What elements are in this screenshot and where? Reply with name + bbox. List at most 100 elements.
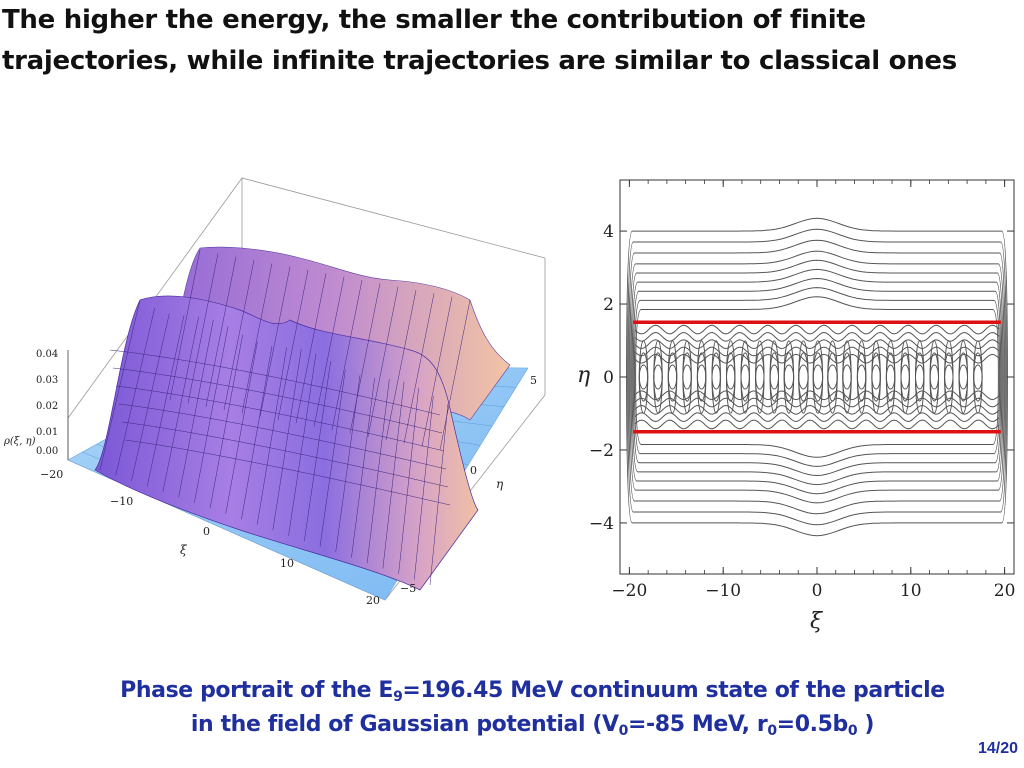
contour-cell bbox=[667, 364, 678, 390]
ridge-mesh-line bbox=[241, 263, 273, 414]
ridge-mesh-line bbox=[367, 286, 399, 437]
surface-plot: 0.04 0.03 0.02 0.01 0.00 ρ(ξ, η) −20 −10… bbox=[3, 177, 546, 607]
contour-line bbox=[628, 239, 1006, 515]
x-axis-label: ξ bbox=[810, 609, 824, 634]
surface-x-axis: −20 −10 0 10 20 ξ bbox=[40, 468, 380, 607]
x-tick-label: −10 bbox=[705, 581, 741, 601]
title-line-2: trajectories, while infinite trajectorie… bbox=[2, 46, 957, 76]
contour-line bbox=[633, 287, 1001, 467]
surface-y-axis: 5 0 −5 η bbox=[400, 374, 537, 595]
z-tick-label: 0.03 bbox=[36, 375, 58, 386]
reference-lines bbox=[633, 320, 1001, 434]
contour-line bbox=[634, 331, 1000, 342]
contour-line bbox=[627, 228, 1007, 526]
contour-line bbox=[634, 397, 1000, 408]
contour-cell bbox=[682, 364, 692, 390]
y-tick-label: 4 bbox=[603, 222, 614, 242]
x-axis-label: ξ bbox=[180, 543, 188, 557]
ridge-mesh-line bbox=[272, 348, 302, 531]
ridge-mesh-line bbox=[319, 369, 346, 547]
contour-cell bbox=[827, 364, 838, 390]
contour-cell bbox=[726, 364, 736, 390]
ridge-mesh-line bbox=[99, 299, 141, 471]
ridge-mesh-line bbox=[121, 421, 449, 488]
contour-cell bbox=[653, 364, 663, 390]
ridge-mesh-line bbox=[241, 345, 273, 520]
contour-cell bbox=[900, 364, 910, 390]
contour-line bbox=[634, 412, 1000, 423]
contour-line bbox=[634, 390, 1000, 401]
contour-line bbox=[634, 339, 1000, 350]
contour-line bbox=[631, 268, 1003, 486]
ridge-mesh-line bbox=[169, 249, 201, 401]
contour-cell bbox=[915, 364, 925, 390]
y-tick-label: 0 bbox=[470, 464, 477, 477]
ridge-mesh-line bbox=[209, 334, 243, 509]
x-tick-label: 0 bbox=[203, 525, 210, 538]
y-tick-label: −4 bbox=[589, 514, 614, 534]
ridge-mesh-line bbox=[109, 349, 441, 416]
contour-line bbox=[634, 324, 1000, 335]
y-tick-label: 0 bbox=[603, 368, 614, 388]
ridge-mesh-line bbox=[277, 269, 309, 421]
ridge-mesh-line bbox=[382, 381, 405, 569]
ridge-mesh-line bbox=[194, 326, 229, 503]
y-axis-label: η bbox=[496, 477, 504, 491]
contour-cell bbox=[958, 364, 968, 390]
contour-cell bbox=[885, 364, 896, 390]
ridge-mesh-line bbox=[115, 385, 445, 452]
ridge-mesh-line bbox=[414, 395, 434, 580]
x-tick-label: 20 bbox=[994, 581, 1016, 601]
ridge-mesh-line bbox=[439, 299, 471, 451]
y-tick-label: −5 bbox=[400, 582, 416, 595]
ridge-mesh-line bbox=[331, 279, 363, 431]
ridge-mesh-line bbox=[115, 307, 155, 476]
ridge-mesh-line bbox=[295, 273, 327, 424]
ridge-mesh bbox=[99, 249, 471, 586]
page-number: 14/20 bbox=[977, 740, 1018, 757]
z-tick-label: 0.02 bbox=[36, 401, 58, 412]
ridge-mesh-line bbox=[225, 341, 258, 514]
surface-z-axis: 0.04 0.03 0.02 0.01 0.00 ρ(ξ, η) bbox=[3, 349, 69, 460]
x-axis: −20 −10 0 10 20 bbox=[611, 180, 1015, 601]
y-tick-label: −2 bbox=[589, 441, 614, 461]
ridge-mesh-line bbox=[223, 259, 255, 411]
contour-line bbox=[629, 250, 1005, 504]
x-tick-label: −20 bbox=[611, 581, 647, 601]
contour-cell bbox=[755, 364, 765, 390]
y-axis: −4 −2 0 2 4 bbox=[589, 222, 1014, 534]
contour-line bbox=[630, 259, 1004, 495]
contour-cell bbox=[711, 364, 721, 390]
contour-line bbox=[626, 217, 1008, 537]
contour-line bbox=[634, 419, 1000, 430]
contour-lines bbox=[626, 217, 1008, 537]
contour-cell bbox=[638, 364, 649, 390]
ridge-mesh-line bbox=[131, 313, 170, 482]
contour-cell bbox=[812, 364, 824, 390]
z-tick-label: 0.01 bbox=[36, 427, 58, 438]
ridge-mesh-line bbox=[403, 293, 435, 444]
contour-cell bbox=[929, 364, 939, 390]
ridge-mesh-line bbox=[112, 367, 443, 434]
ridge-mesh-line bbox=[259, 266, 291, 417]
ridge-mesh-line bbox=[205, 256, 237, 407]
contour-cell bbox=[740, 364, 750, 390]
contour-cell bbox=[944, 364, 954, 390]
contour-line bbox=[634, 346, 1000, 357]
ridge-mesh-line bbox=[124, 439, 451, 506]
y-tick-label: 2 bbox=[603, 295, 614, 315]
ridge-mesh-line bbox=[146, 315, 185, 487]
contour-line bbox=[635, 296, 999, 458]
contour-cell bbox=[856, 364, 867, 390]
contour-line bbox=[634, 404, 1000, 415]
ridge-mesh-line bbox=[162, 316, 199, 492]
contour-line bbox=[634, 353, 1000, 364]
contour-cell bbox=[842, 364, 852, 390]
z-tick-label: 0.00 bbox=[36, 446, 58, 457]
contour-line bbox=[632, 277, 1002, 477]
ridge-mesh-line bbox=[187, 253, 219, 404]
ridge-mesh-line bbox=[256, 347, 287, 525]
x-tick-label: 10 bbox=[280, 557, 294, 570]
ridge-mesh-line bbox=[429, 403, 449, 586]
